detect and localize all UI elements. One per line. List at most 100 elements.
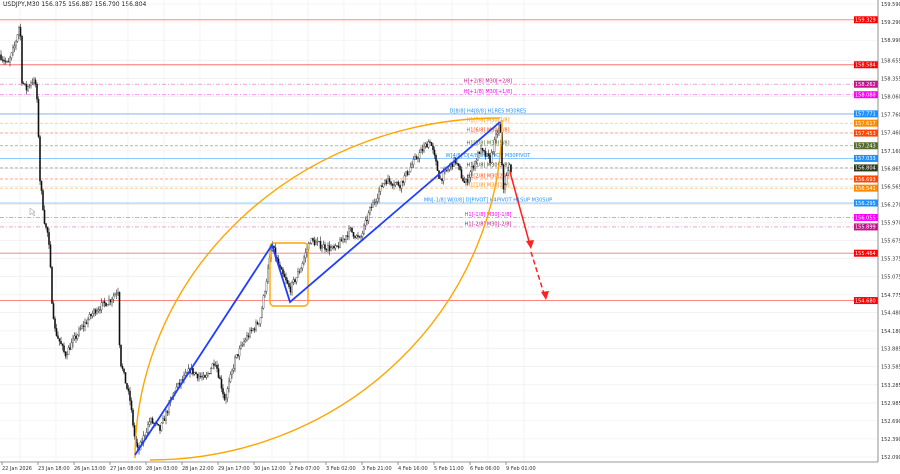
candle	[259, 317, 262, 324]
candle	[166, 411, 169, 413]
price-tag	[854, 16, 878, 24]
candle	[336, 245, 338, 247]
candle	[387, 178, 389, 184]
candle	[504, 184, 506, 190]
candle	[315, 242, 317, 246]
candle	[12, 47, 14, 53]
candle	[298, 271, 301, 273]
candle	[489, 155, 491, 163]
candle	[339, 239, 341, 248]
candle	[87, 319, 89, 324]
ellipse-arc-right[interactable]	[149, 119, 503, 461]
y-tick-label: 155.675	[881, 238, 900, 244]
y-tick-label: 158.355	[881, 77, 900, 83]
candle	[301, 263, 304, 269]
price-tag-label: 157.243	[855, 144, 876, 150]
candle	[445, 169, 448, 171]
y-tick-label: 152.985	[881, 401, 900, 407]
price-tag	[854, 154, 878, 162]
candle	[424, 143, 427, 147]
drawings	[29, 117, 549, 461]
x-tick-label: 4 Feb 16:00	[398, 466, 428, 472]
candle	[313, 240, 316, 246]
candle	[159, 425, 161, 431]
blue-trendline[interactable]	[134, 121, 501, 456]
price-tag-label: 155.464	[855, 251, 876, 257]
forecast-arrow-solid[interactable]	[509, 171, 531, 246]
candle	[214, 364, 217, 366]
ellipse-arc-left[interactable]	[134, 117, 501, 459]
candle	[229, 374, 232, 382]
candle	[426, 143, 428, 148]
y-tick-label: 154.480	[881, 311, 900, 317]
candle	[457, 163, 460, 167]
candle	[7, 61, 10, 63]
candle	[45, 223, 47, 228]
candle	[153, 422, 155, 424]
price-tag	[854, 142, 878, 150]
candle	[205, 374, 208, 378]
candle	[40, 180, 43, 191]
candle	[355, 235, 358, 238]
y-tick-label: 157.760	[881, 113, 900, 119]
candle	[447, 169, 449, 171]
y-tick-label: 152.090	[881, 455, 900, 461]
candle	[291, 282, 293, 293]
candle	[379, 185, 382, 192]
candle	[324, 244, 326, 250]
price-tag	[854, 110, 878, 118]
candle	[219, 377, 221, 380]
candle	[103, 301, 106, 304]
candle	[364, 219, 367, 226]
candle	[217, 368, 220, 378]
candle	[264, 291, 266, 296]
candle	[433, 149, 436, 156]
candle	[129, 390, 131, 401]
candle	[487, 153, 490, 156]
price-tag-label: 155.899	[855, 225, 876, 231]
murrey-level-label: D[8/8] H4[8/8] H1RES M30RES	[450, 108, 527, 114]
murrey-level-label: H[+2/8] M30[+2/8]	[464, 79, 512, 85]
y-tick-label: 159.590	[881, 2, 900, 8]
candle	[72, 338, 74, 343]
murrey-level-label: MN[-1/8] W[0/8] D[PIVOT] H4PIVOT H1SUP M…	[424, 198, 552, 204]
price-tag	[854, 223, 878, 231]
y-tick-label: 155.970	[881, 221, 900, 227]
candle	[210, 368, 212, 374]
candle	[267, 267, 269, 282]
candle	[223, 393, 226, 400]
y-tick-label: 156.865	[881, 167, 900, 173]
candle	[391, 184, 394, 186]
candle	[160, 422, 163, 431]
candle	[342, 238, 344, 242]
price-tag	[854, 119, 878, 127]
candle	[499, 124, 502, 133]
candle	[477, 152, 479, 161]
candle	[331, 246, 334, 248]
murrey-level-label: H1[2/8] M30[2/8]	[466, 173, 509, 179]
y-tick-label: 153.285	[881, 383, 900, 389]
y-tick-label: 158.655	[881, 58, 900, 64]
candle	[36, 84, 38, 100]
y-tick-label: 159.290	[881, 20, 900, 26]
candle	[216, 364, 218, 369]
candle	[4, 60, 7, 62]
y-tick-label: 158.990	[881, 38, 900, 44]
murrey-level-label: H[+1/8] M30[+1/8]	[464, 89, 512, 95]
candle	[240, 344, 242, 349]
candle	[55, 328, 58, 336]
candle	[165, 411, 167, 421]
candle	[118, 292, 121, 346]
price-tag-label: 156.693	[855, 177, 876, 183]
candle	[376, 198, 379, 202]
candle	[60, 341, 62, 345]
candle	[318, 241, 320, 242]
orange-rectangle[interactable]	[269, 242, 309, 307]
candle	[231, 370, 233, 375]
candle	[354, 236, 356, 238]
candle	[238, 348, 241, 357]
candle	[505, 175, 508, 185]
candle	[18, 27, 20, 35]
